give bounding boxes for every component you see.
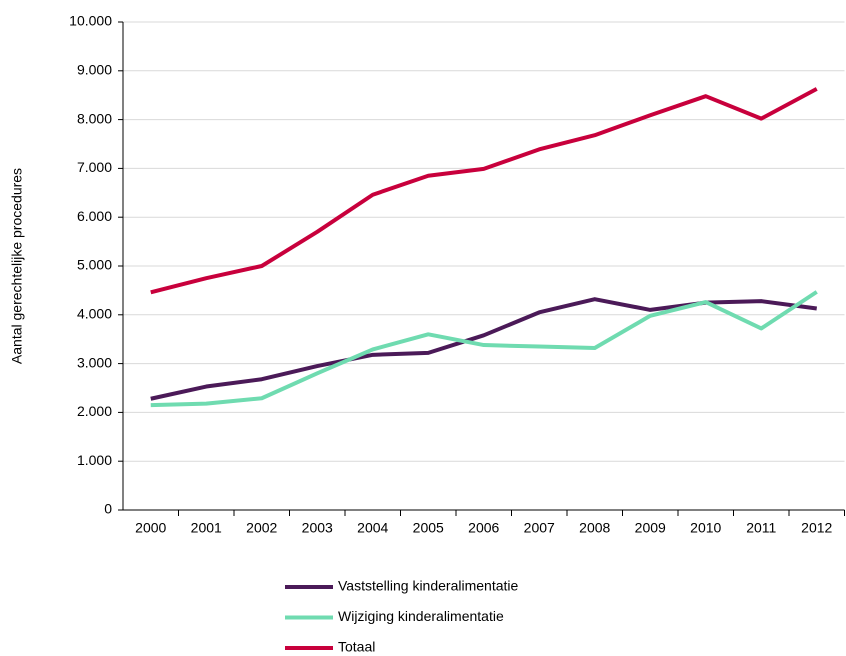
x-tick-label: 2009 xyxy=(635,520,666,536)
y-tick-label: 8.000 xyxy=(77,110,112,126)
legend-label: Wijziging kinderalimentatie xyxy=(338,608,504,624)
x-tick-label: 2000 xyxy=(135,520,166,536)
series-line xyxy=(150,290,818,408)
y-tick-label: 10.000 xyxy=(69,13,112,29)
y-tick-label: 0 xyxy=(104,501,112,517)
series-line xyxy=(150,297,818,401)
y-tick-label: 3.000 xyxy=(77,354,112,370)
x-tick-label: 2011 xyxy=(746,520,776,536)
x-tick-label: 2012 xyxy=(801,520,832,536)
legend-label: Vaststelling kinderalimentatie xyxy=(338,578,518,594)
series-line xyxy=(150,87,818,295)
x-tick-label: 2002 xyxy=(246,520,277,536)
x-tick-label: 2003 xyxy=(302,520,333,536)
y-tick-label: 6.000 xyxy=(77,208,112,224)
y-tick-label: 5.000 xyxy=(77,257,112,273)
legend-label: Totaal xyxy=(338,639,375,655)
y-tick-label: 2.000 xyxy=(77,403,112,419)
y-axis-label: Aantal gerechtelijke procedures xyxy=(9,168,25,364)
y-tick-label: 1.000 xyxy=(77,452,112,468)
x-tick-label: 2010 xyxy=(690,520,721,536)
x-tick-label: 2008 xyxy=(579,520,610,536)
y-tick-label: 4.000 xyxy=(77,306,112,322)
x-tick-label: 2001 xyxy=(191,520,222,536)
x-tick-label: 2004 xyxy=(357,520,388,536)
y-tick-label: 7.000 xyxy=(77,159,112,175)
x-tick-label: 2005 xyxy=(413,520,444,536)
x-tick-label: 2007 xyxy=(524,520,555,536)
y-tick-label: 9.000 xyxy=(77,62,112,78)
x-tick-label: 2006 xyxy=(468,520,499,536)
